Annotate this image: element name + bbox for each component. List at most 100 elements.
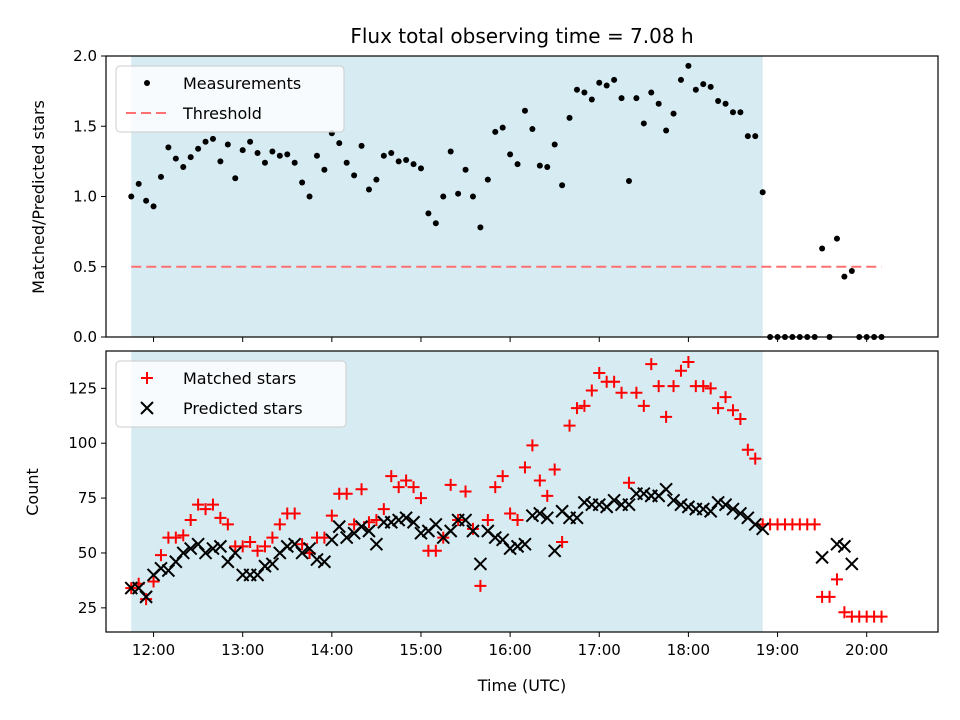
measurement-point bbox=[707, 83, 714, 90]
predicted-star-point bbox=[726, 502, 740, 516]
predicted-star-point bbox=[845, 557, 859, 571]
matched-star-point bbox=[184, 514, 197, 527]
predicted-star-point bbox=[332, 519, 346, 534]
legend-x-icon bbox=[140, 401, 154, 415]
bottom-axes-frame bbox=[105, 350, 939, 633]
measurement-point bbox=[700, 81, 707, 88]
matched-star-point bbox=[414, 492, 427, 505]
matched-star-point bbox=[682, 355, 695, 368]
measurement-point bbox=[611, 76, 618, 83]
predicted-star-point bbox=[637, 486, 651, 501]
measurement-point bbox=[395, 158, 402, 165]
predicted-star-point bbox=[399, 511, 413, 525]
measurement-point bbox=[417, 165, 424, 172]
predicted-star-point bbox=[429, 517, 443, 532]
top-panel: 0.00.51.01.52.0 Matched/Predicted stars … bbox=[29, 47, 939, 346]
matched-star-point bbox=[407, 481, 420, 494]
matched-star-point bbox=[325, 509, 338, 522]
predicted-star-point bbox=[139, 590, 153, 604]
measurement-point bbox=[388, 149, 395, 156]
predicted-star-point bbox=[681, 500, 696, 514]
predicted-star-point bbox=[391, 513, 406, 527]
predicted-star-point bbox=[547, 544, 562, 558]
matched-star-point bbox=[749, 452, 762, 465]
matched-star-point bbox=[734, 413, 747, 426]
measurement-point bbox=[492, 128, 499, 135]
predicted-star-point bbox=[510, 539, 525, 554]
predicted-star-point bbox=[458, 513, 473, 527]
measurement-point bbox=[232, 175, 239, 182]
measurement-point bbox=[291, 159, 298, 166]
measurement-point bbox=[276, 152, 283, 159]
measurement-point bbox=[209, 135, 216, 142]
predicted-star-point bbox=[711, 495, 725, 510]
predicted-star-marks bbox=[124, 482, 859, 604]
x-tick-label: 17:00 bbox=[578, 641, 621, 659]
matched-star-point bbox=[258, 540, 271, 553]
measurement-point bbox=[833, 235, 840, 242]
legend-threshold: Threshold bbox=[182, 104, 262, 123]
matched-star-point bbox=[563, 419, 576, 432]
measurement-point bbox=[195, 145, 202, 152]
matched-star-point bbox=[244, 535, 257, 548]
x-tick-label: 13:00 bbox=[221, 641, 264, 659]
measurement-point bbox=[499, 124, 506, 131]
measurement-point bbox=[521, 107, 528, 114]
top-y-tick-label: 1.5 bbox=[73, 117, 97, 135]
measurement-point bbox=[284, 151, 291, 158]
x-axis-label: Time (UTC) bbox=[477, 676, 566, 695]
measurement-point bbox=[150, 203, 157, 210]
bottom-legend-box bbox=[115, 360, 347, 428]
bottom-y-ticks: 25 50 75 100 125 bbox=[68, 379, 106, 617]
top-legend: Measurements Threshold bbox=[115, 65, 345, 133]
x-tick-label: 14:00 bbox=[310, 641, 353, 659]
matched-star-point bbox=[221, 518, 234, 531]
top-y-tick-label: 1.0 bbox=[73, 188, 97, 206]
matched-star-point bbox=[615, 386, 628, 399]
top-y-ticks: 0.0 0.5 1.0 1.5 2.0 bbox=[73, 47, 106, 346]
measurement-point bbox=[559, 182, 566, 189]
measurement-point bbox=[425, 210, 432, 217]
predicted-star-point bbox=[674, 497, 688, 512]
measurement-point bbox=[440, 193, 447, 200]
predicted-star-point bbox=[443, 524, 458, 538]
measurement-point bbox=[224, 141, 231, 148]
measurement-point bbox=[157, 173, 164, 180]
measurement-point bbox=[744, 133, 751, 140]
matched-star-point bbox=[719, 391, 732, 404]
matched-star-point bbox=[266, 531, 279, 544]
measurement-point bbox=[670, 110, 677, 117]
matched-star-point bbox=[630, 386, 643, 399]
matched-star-point bbox=[251, 544, 264, 557]
matched-star-point bbox=[400, 474, 413, 487]
matched-star-point bbox=[466, 522, 479, 535]
measurement-point bbox=[306, 193, 313, 200]
measurement-point bbox=[752, 133, 759, 140]
predicted-star-point bbox=[533, 506, 547, 521]
measurement-point bbox=[469, 193, 476, 200]
measurement-point bbox=[588, 96, 595, 103]
matched-star-point bbox=[652, 380, 665, 393]
matched-star-point bbox=[511, 514, 524, 527]
matched-star-point bbox=[192, 498, 205, 511]
measurement-point bbox=[477, 224, 484, 231]
predicted-star-point bbox=[733, 506, 748, 521]
x-tick-label: 18:00 bbox=[667, 641, 710, 659]
measurement-point bbox=[715, 97, 722, 104]
matched-star-point bbox=[548, 463, 561, 476]
matched-star-point bbox=[140, 593, 153, 606]
predicted-star-point bbox=[384, 515, 398, 529]
bottom-legend: Matched stars Predicted stars bbox=[115, 360, 347, 428]
measurement-point bbox=[759, 189, 766, 196]
predicted-star-point bbox=[570, 511, 584, 525]
matched-star-point bbox=[429, 544, 442, 557]
top-y-tick-label: 2.0 bbox=[73, 47, 97, 65]
measurement-point bbox=[677, 76, 684, 83]
measurement-point bbox=[581, 89, 588, 96]
matched-star-point bbox=[518, 461, 531, 474]
matched-star-point bbox=[667, 380, 680, 393]
predicted-star-point bbox=[718, 497, 733, 512]
measurement-point bbox=[336, 140, 343, 147]
matched-star-point bbox=[273, 518, 286, 531]
measurement-point bbox=[187, 154, 194, 161]
